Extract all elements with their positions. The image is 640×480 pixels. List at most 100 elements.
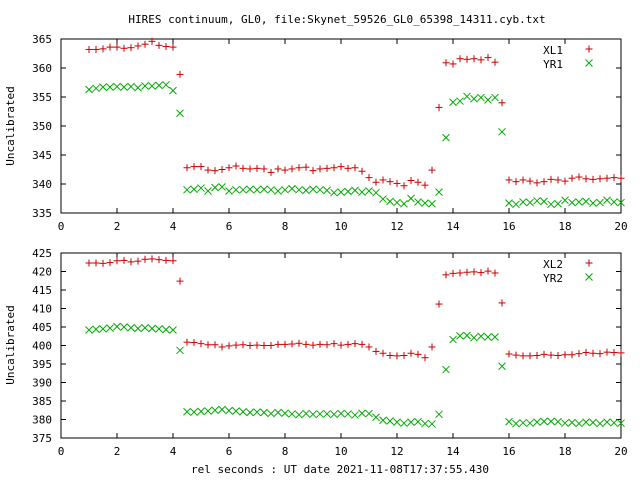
- data-point-yr1: [316, 185, 324, 194]
- data-point-yr1: [323, 186, 331, 195]
- data-point-yr1: [449, 98, 457, 107]
- data-point-xl2: [253, 341, 261, 349]
- legend-marker-yr1: [585, 59, 593, 67]
- data-point-yr2: [232, 407, 240, 415]
- data-point-yr1: [120, 83, 128, 91]
- x-tick-label: 18: [558, 445, 571, 458]
- data-point-xl2: [148, 255, 156, 263]
- data-point-xl1: [470, 55, 478, 63]
- data-point-yr1: [92, 84, 100, 93]
- data-point-yr1: [274, 187, 282, 195]
- data-point-yr1: [547, 200, 555, 209]
- x-tick-label: 2: [114, 220, 121, 233]
- data-point-yr2: [211, 406, 219, 415]
- data-point-xl2: [414, 350, 422, 358]
- data-point-xl1: [225, 164, 233, 172]
- data-point-xl1: [358, 167, 366, 175]
- y-tick-label: 400: [32, 340, 52, 353]
- data-point-yr2: [309, 410, 317, 419]
- y-tick-label: 380: [32, 414, 52, 427]
- data-point-yr1: [400, 199, 408, 208]
- data-point-yr2: [316, 410, 324, 418]
- data-point-yr2: [365, 409, 373, 418]
- data-point-xl1: [533, 179, 541, 187]
- data-point-xl1: [113, 43, 121, 51]
- data-point-yr2: [498, 362, 506, 371]
- data-point-yr1: [533, 196, 541, 205]
- data-point-xl2: [99, 259, 107, 267]
- data-point-yr2: [85, 326, 93, 334]
- data-point-yr1: [540, 197, 548, 206]
- data-point-yr1: [484, 96, 492, 104]
- legend-label-yr2: YR2: [543, 272, 563, 285]
- data-point-xl1: [106, 43, 114, 51]
- y-tick-label: 420: [32, 266, 52, 279]
- data-point-yr1: [169, 86, 177, 95]
- data-point-xl2: [351, 340, 359, 348]
- data-point-xl1: [134, 42, 142, 50]
- data-point-xl2: [267, 342, 275, 349]
- data-point-yr1: [568, 198, 576, 207]
- data-point-yr1: [337, 188, 345, 196]
- data-point-xl2: [120, 256, 128, 264]
- y-tick-label: 345: [32, 149, 52, 162]
- data-point-yr2: [561, 419, 569, 428]
- data-point-xl2: [106, 259, 114, 267]
- x-tick-label: 12: [390, 220, 403, 233]
- y-tick-label: 365: [32, 33, 52, 46]
- data-point-xl2: [302, 340, 310, 348]
- y-tick-label: 335: [32, 207, 52, 220]
- data-point-xl1: [85, 45, 93, 53]
- data-point-xl2: [197, 340, 205, 348]
- data-point-xl1: [176, 70, 184, 78]
- data-point-yr2: [568, 418, 576, 427]
- data-point-yr1: [260, 185, 268, 194]
- data-point-yr2: [582, 418, 590, 426]
- legend-label-xl1: XL1: [543, 44, 563, 57]
- data-point-xl1: [232, 162, 240, 170]
- data-point-xl2: [211, 341, 219, 349]
- data-point-xl1: [498, 99, 506, 107]
- y-tick-label: 405: [32, 321, 52, 334]
- data-point-xl1: [218, 166, 226, 173]
- data-point-yr2: [414, 417, 422, 426]
- data-point-xl2: [330, 340, 338, 348]
- data-point-xl1: [617, 174, 625, 182]
- data-point-xl1: [393, 179, 401, 187]
- data-point-yr2: [617, 419, 625, 428]
- data-point-xl2: [575, 350, 583, 358]
- data-point-yr2: [99, 324, 107, 333]
- data-point-xl2: [547, 351, 555, 359]
- data-point-xl2: [113, 257, 121, 265]
- top-axis-ticks: 0 2 4 6 8 10 12 14 16 18 20 335 340 345 350 355 360 365: [32, 33, 628, 233]
- data-point-xl2: [232, 341, 240, 349]
- data-point-yr2: [442, 365, 450, 374]
- data-point-yr1: [414, 198, 422, 206]
- data-point-yr2: [274, 408, 282, 417]
- legend-marker-yr2: [585, 273, 593, 281]
- data-point-xl2: [204, 341, 212, 349]
- data-point-yr2: [225, 406, 233, 415]
- data-point-xl2: [589, 349, 597, 357]
- data-point-xl1: [582, 175, 590, 183]
- data-point-xl1: [568, 174, 576, 182]
- data-point-yr2: [463, 331, 471, 340]
- data-point-yr2: [547, 417, 555, 426]
- data-point-xl2: [183, 338, 191, 346]
- legend-label-xl2: XL2: [543, 258, 563, 271]
- data-point-yr2: [169, 326, 177, 334]
- data-point-yr1: [309, 185, 317, 194]
- data-point-yr1: [456, 97, 464, 105]
- data-point-yr1: [358, 188, 366, 196]
- data-point-xl2: [484, 267, 492, 275]
- top-legend: XL1 YR1: [543, 44, 593, 71]
- data-point-yr1: [288, 184, 296, 193]
- data-point-yr2: [330, 410, 338, 419]
- data-point-yr1: [372, 188, 380, 197]
- data-point-yr1: [155, 81, 163, 90]
- data-point-xl1: [456, 55, 464, 63]
- data-point-xl1: [295, 164, 303, 172]
- data-point-xl2: [155, 256, 163, 264]
- data-point-xl1: [127, 44, 135, 52]
- data-point-xl1: [484, 54, 492, 62]
